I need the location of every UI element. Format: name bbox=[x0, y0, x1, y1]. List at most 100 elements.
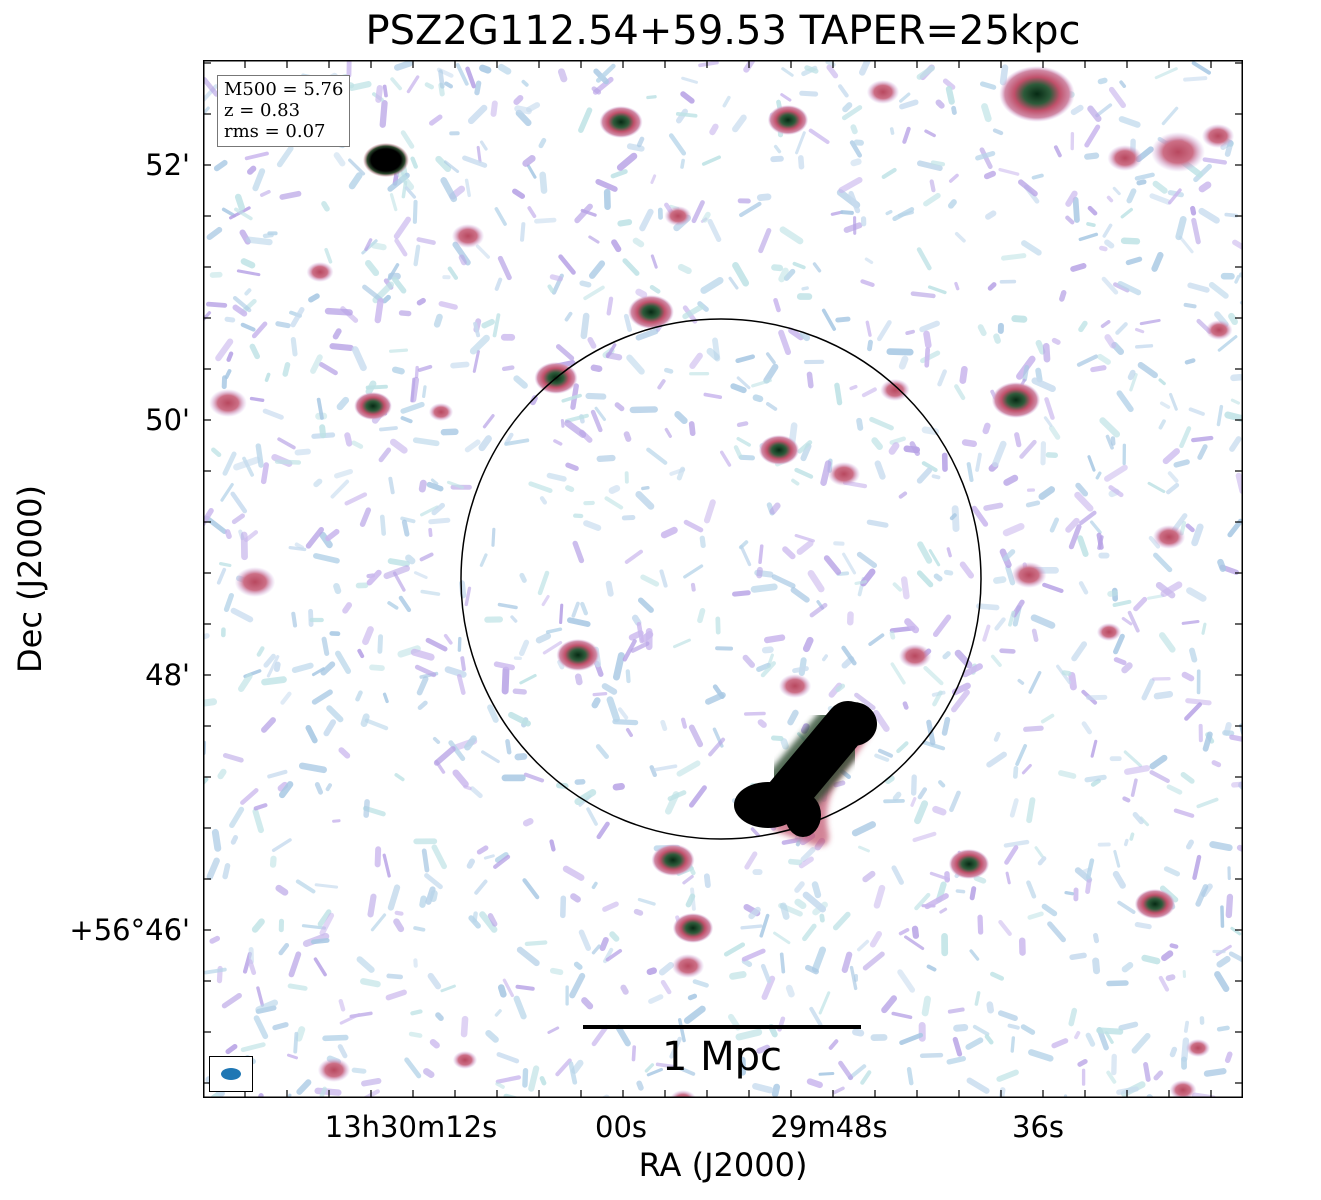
noise-speckle bbox=[890, 662, 906, 685]
noise-speckle bbox=[464, 178, 471, 198]
noise-speckle bbox=[310, 354, 323, 374]
radio-point-source bbox=[1107, 145, 1143, 171]
noise-speckle bbox=[650, 254, 658, 269]
noise-speckle bbox=[1167, 471, 1179, 483]
noise-speckle bbox=[1120, 237, 1141, 245]
noise-speckle bbox=[888, 442, 900, 455]
noise-speckle bbox=[459, 580, 467, 599]
noise-speckle bbox=[992, 440, 1007, 468]
radio-point-source bbox=[1201, 124, 1235, 148]
noise-speckle bbox=[1166, 784, 1183, 795]
noise-speckle bbox=[310, 938, 330, 945]
mass-text: M500 = 5.76 bbox=[224, 79, 344, 100]
noise-speckle bbox=[1228, 951, 1243, 963]
noise-speckle bbox=[998, 167, 1020, 176]
noise-speckle bbox=[464, 586, 472, 607]
radio-point-source bbox=[1152, 525, 1186, 549]
noise-speckle bbox=[930, 160, 946, 167]
radio-point-source bbox=[999, 66, 1075, 122]
noise-speckle bbox=[588, 235, 600, 244]
noise-speckle bbox=[1002, 549, 1016, 562]
noise-speckle bbox=[370, 913, 387, 932]
noise-speckle bbox=[892, 582, 903, 592]
noise-speckle bbox=[591, 697, 601, 709]
scale-bar-label: 1 Mpc bbox=[661, 1034, 783, 1080]
y-tick-label: 52' bbox=[145, 148, 190, 182]
noise-speckle bbox=[301, 924, 327, 930]
noise-speckle bbox=[271, 838, 292, 853]
noise-speckle bbox=[838, 176, 863, 194]
noise-speckle bbox=[277, 437, 296, 450]
noise-speckle bbox=[758, 228, 772, 254]
radio-point-source bbox=[767, 105, 809, 135]
noise-speckle bbox=[590, 409, 603, 433]
noise-speckle bbox=[423, 1068, 435, 1079]
noise-speckle bbox=[1135, 344, 1154, 349]
noise-speckle bbox=[416, 237, 436, 245]
noise-speckle bbox=[688, 421, 696, 437]
noise-speckle bbox=[606, 343, 617, 359]
noise-speckle bbox=[1004, 845, 1019, 865]
noise-speckle bbox=[1191, 217, 1201, 245]
noise-speckle bbox=[274, 459, 302, 465]
extended-radio-source bbox=[734, 694, 877, 846]
noise-speckle bbox=[469, 786, 483, 799]
radio-point-source bbox=[451, 224, 485, 248]
radio-point-source bbox=[991, 382, 1041, 418]
noise-speckle bbox=[261, 676, 287, 686]
noise-speckle bbox=[1222, 730, 1235, 737]
noise-speckle bbox=[1193, 163, 1212, 183]
noise-speckle bbox=[1201, 622, 1207, 635]
noise-speckle bbox=[522, 1067, 529, 1088]
noise-speckle bbox=[256, 646, 265, 657]
noise-speckle bbox=[683, 519, 704, 533]
noise-speckle bbox=[992, 128, 1004, 136]
noise-speckle bbox=[408, 1031, 423, 1038]
radio-point-source bbox=[898, 644, 932, 668]
plot-border bbox=[203, 60, 1243, 1098]
noise-speckle bbox=[448, 740, 466, 762]
noise-speckle bbox=[253, 1015, 269, 1040]
noise-speckle bbox=[779, 226, 804, 245]
noise-speckle bbox=[1149, 770, 1170, 784]
noise-speckle bbox=[571, 601, 580, 618]
noise-speckle bbox=[808, 128, 830, 145]
noise-speckle bbox=[466, 858, 475, 869]
noise-speckle bbox=[899, 92, 911, 103]
noise-speckle bbox=[932, 805, 947, 816]
noise-speckle bbox=[1027, 911, 1044, 920]
noise-speckle bbox=[750, 827, 761, 838]
noise-speckle bbox=[602, 901, 619, 912]
noise-speckle bbox=[1173, 459, 1190, 468]
noise-speckle bbox=[337, 1044, 348, 1059]
noise-speckle bbox=[419, 895, 427, 908]
noise-speckle bbox=[1023, 725, 1044, 732]
noise-speckle bbox=[1118, 116, 1141, 128]
noise-speckle bbox=[1104, 239, 1115, 249]
noise-speckle bbox=[985, 210, 997, 220]
noise-speckle bbox=[809, 1006, 823, 1027]
noise-speckle bbox=[1021, 240, 1042, 256]
noise-speckle bbox=[515, 109, 532, 127]
noise-speckle bbox=[591, 881, 598, 890]
noise-speckle bbox=[1112, 870, 1126, 889]
noise-speckle bbox=[557, 68, 568, 83]
noise-speckle bbox=[383, 565, 410, 580]
noise-speckle bbox=[475, 244, 490, 259]
noise-speckle bbox=[223, 592, 234, 612]
noise-speckle bbox=[1025, 500, 1041, 508]
noise-speckle bbox=[366, 569, 382, 586]
noise-speckle bbox=[1179, 426, 1192, 449]
noise-speckle bbox=[1041, 903, 1058, 917]
noise-speckle bbox=[856, 551, 878, 569]
noise-speckle bbox=[935, 99, 945, 109]
noise-speckle bbox=[1019, 439, 1037, 459]
radio-image-panel bbox=[203, 60, 1243, 1098]
noise-speckle bbox=[606, 696, 620, 723]
noise-speckle bbox=[1030, 614, 1056, 629]
noise-speckle bbox=[493, 854, 511, 869]
noise-speckle bbox=[741, 948, 766, 962]
noise-speckle bbox=[1169, 392, 1178, 411]
noise-speckle bbox=[1160, 581, 1183, 598]
noise-speckle bbox=[739, 544, 752, 567]
